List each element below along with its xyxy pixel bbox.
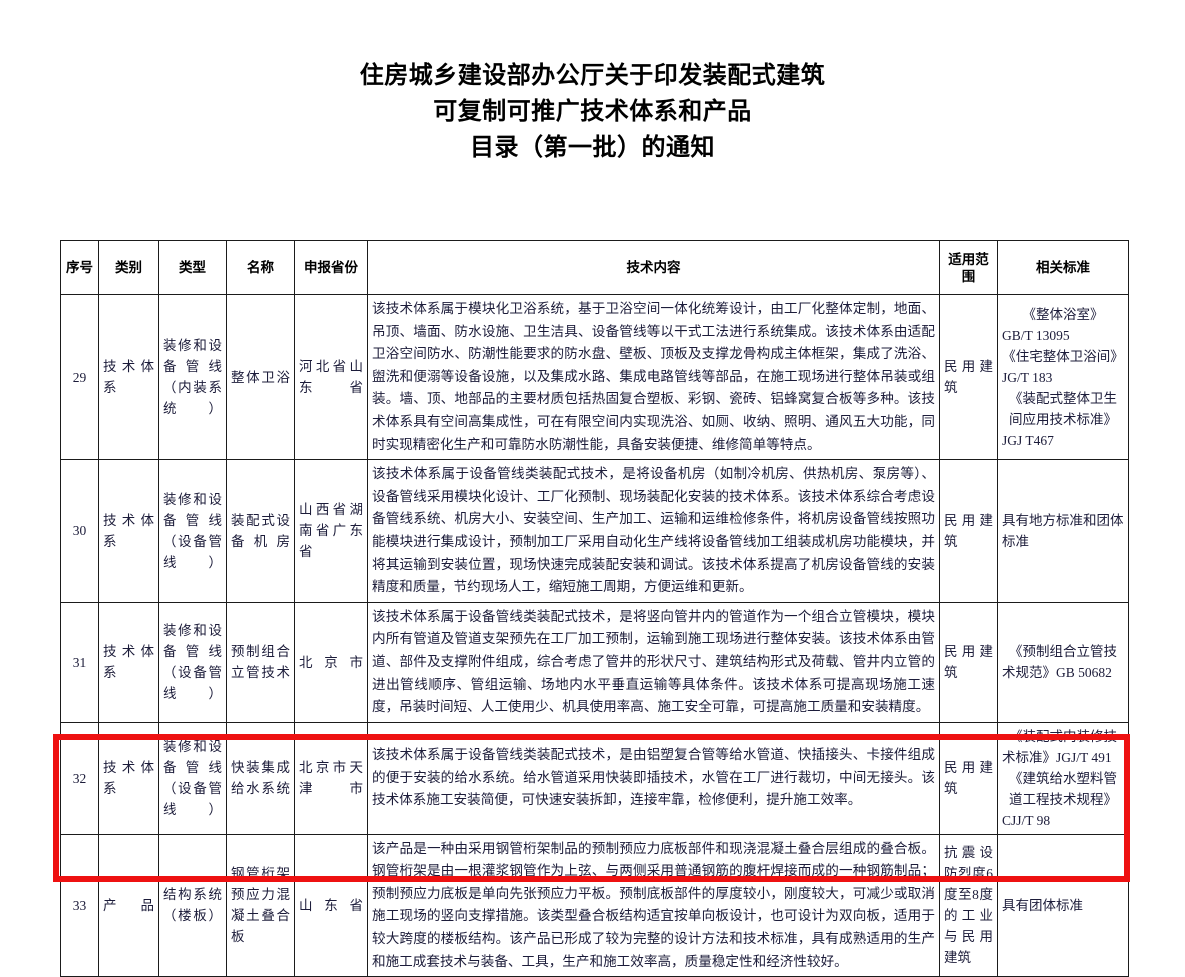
standard-line: 具有地方标准和团体标准 — [1002, 512, 1124, 549]
cell-content: 该技术体系属于设备管线类装配式技术，是将竖向管井内的管道作为一个组合立管模块，模… — [367, 601, 940, 723]
cell-no: 31 — [60, 601, 99, 723]
cell-standard: 具有地方标准和团体标准 — [997, 459, 1129, 603]
column-header-scope: 适用范围 — [939, 240, 998, 295]
standard-line: 《预制组合立管技 — [1009, 644, 1117, 660]
cell-content: 该技术体系属于模块化卫浴系统，基于卫浴空间一体化统筹设计，由工厂化整体定制，地面… — [367, 293, 940, 461]
table-header-row: 序号 类别 类型 名称 申报省份 技术内容 适用范围 相关标准 — [60, 240, 1129, 295]
cell-province: 山东省 — [294, 833, 368, 977]
cell-type: 装修和设备管线（设备管线） — [158, 459, 227, 603]
table-row: 31 技术体系 装修和设备管线（设备管线） 预制组合立管技术 北京市 该技术体系… — [60, 601, 1129, 723]
column-header-province: 申报省份 — [294, 240, 368, 295]
standard-line: CJJ/T 98 — [1002, 812, 1051, 828]
column-header-no: 序号 — [60, 240, 99, 295]
cell-name: 整体卫浴 — [226, 293, 295, 461]
table-row: 30 技术体系 装修和设备管线（设备管线） 装配式设备机房 山西省湖南省广东省 … — [60, 459, 1129, 603]
column-header-type: 类型 — [158, 240, 227, 295]
standard-line: 具有团体标准 — [1002, 897, 1083, 913]
cell-scope: 抗震设防烈度6度至8度的工业与民用建筑 — [939, 833, 998, 977]
cell-type: 装修和设备管线（设备管线） — [158, 601, 227, 723]
table-row: 32 技术体系 装修和设备管线（设备管线） 快装集成给水系统 北京市天津市 该技… — [60, 721, 1129, 835]
column-header-category: 类别 — [98, 240, 159, 295]
cell-type: 结构系统（楼板） — [158, 833, 227, 977]
cell-name: 钢管桁架预应力混凝土叠合板 — [226, 833, 295, 977]
title-line-3: 目录（第一批）的通知 — [470, 134, 715, 161]
cell-scope: 民用建筑 — [939, 601, 998, 723]
column-header-name: 名称 — [226, 240, 295, 295]
cell-province: 北京市 — [294, 601, 368, 723]
cell-no: 32 — [60, 721, 99, 835]
standard-line: 间应用技术标准》 — [1009, 411, 1117, 427]
standard-line: 术规范》GB 50682 — [1002, 665, 1112, 681]
cell-name: 快装集成给水系统 — [226, 721, 295, 835]
standard-line: 《住宅整体卫浴间》 — [1002, 348, 1124, 364]
cell-scope: 民用建筑 — [939, 293, 998, 461]
table-row: 29 技术体系 装修和设备管线（内装系统） 整体卫浴 河北省山东省 该技术体系属… — [60, 293, 1129, 461]
cell-content: 该产品是一种由采用钢管桁架制品的预制预应力底板部件和现浇混凝土叠合层组成的叠合板… — [367, 833, 940, 977]
cell-content: 该技术体系属于设备管线类装配式技术，是将设备机房（如制冷机房、供热机房、泵房等）… — [367, 459, 940, 603]
cell-category: 技术体系 — [98, 459, 159, 603]
cell-standard: 《整体浴室》 GB/T 13095 《住宅整体卫浴间》 JG/T 183 《装配… — [997, 293, 1129, 461]
cell-category: 技术体系 — [98, 293, 159, 461]
catalog-table: 序号 类别 类型 名称 申报省份 技术内容 适用范围 相关标准 29 技术体系 … — [60, 240, 1129, 977]
cell-category: 技术体系 — [98, 721, 159, 835]
cell-no: 30 — [60, 459, 99, 603]
cell-type: 装修和设备管线（设备管线） — [158, 721, 227, 835]
standard-line: 道工程技术规程》 — [1009, 791, 1117, 807]
standard-line: 术标准》JGJ/T 491 — [1002, 749, 1112, 765]
column-header-content: 技术内容 — [367, 240, 940, 295]
cell-name: 预制组合立管技术 — [226, 601, 295, 723]
standard-line: GB/T 13095 — [1002, 327, 1070, 343]
standard-line: 《整体浴室》 — [1022, 306, 1104, 322]
cell-standard: 《装配式内装修技 术标准》JGJ/T 491 《建筑给水塑料管 道工程技术规程》… — [997, 721, 1129, 835]
catalog-table-container: 序号 类别 类型 名称 申报省份 技术内容 适用范围 相关标准 29 技术体系 … — [60, 240, 1129, 977]
cell-standard: 具有团体标准 — [997, 833, 1129, 977]
standard-line: 《装配式整体卫生 — [1009, 390, 1117, 406]
standard-line: 《装配式内装修技 — [1009, 728, 1117, 744]
title-line-1: 住房城乡建设部办公厅关于印发装配式建筑 — [359, 62, 826, 89]
cell-content: 该技术体系属于设备管线类装配式技术，是由铝塑复合管等给水管道、快插接头、卡接件组… — [367, 721, 940, 835]
cell-province: 北京市天津市 — [294, 721, 368, 835]
title-line-2: 可复制可推广技术体系和产品 — [433, 98, 752, 125]
standard-line: JGJ T467 — [1002, 432, 1054, 448]
table-row-highlighted: 33 产品 结构系统（楼板） 钢管桁架预应力混凝土叠合板 山东省 该产品是一种由… — [60, 833, 1129, 977]
cell-name: 装配式设备机房 — [226, 459, 295, 603]
cell-scope: 民用建筑 — [939, 459, 998, 603]
cell-province: 河北省山东省 — [294, 293, 368, 461]
cell-no: 33 — [60, 833, 99, 977]
standard-line: 《建筑给水塑料管 — [1009, 770, 1117, 786]
cell-province: 山西省湖南省广东省 — [294, 459, 368, 603]
cell-scope: 民用建筑 — [939, 721, 998, 835]
column-header-standard: 相关标准 — [997, 240, 1129, 295]
standard-line: JG/T 183 — [1002, 369, 1053, 385]
cell-category: 技术体系 — [98, 601, 159, 723]
cell-category: 产品 — [98, 833, 159, 977]
cell-type: 装修和设备管线（内装系统） — [158, 293, 227, 461]
cell-no: 29 — [60, 293, 99, 461]
document-title: 住房城乡建设部办公厅关于印发装配式建筑 可复制可推广技术体系和产品 目录（第一批… — [0, 0, 1185, 166]
cell-standard: 《预制组合立管技 术规范》GB 50682 — [997, 601, 1129, 723]
